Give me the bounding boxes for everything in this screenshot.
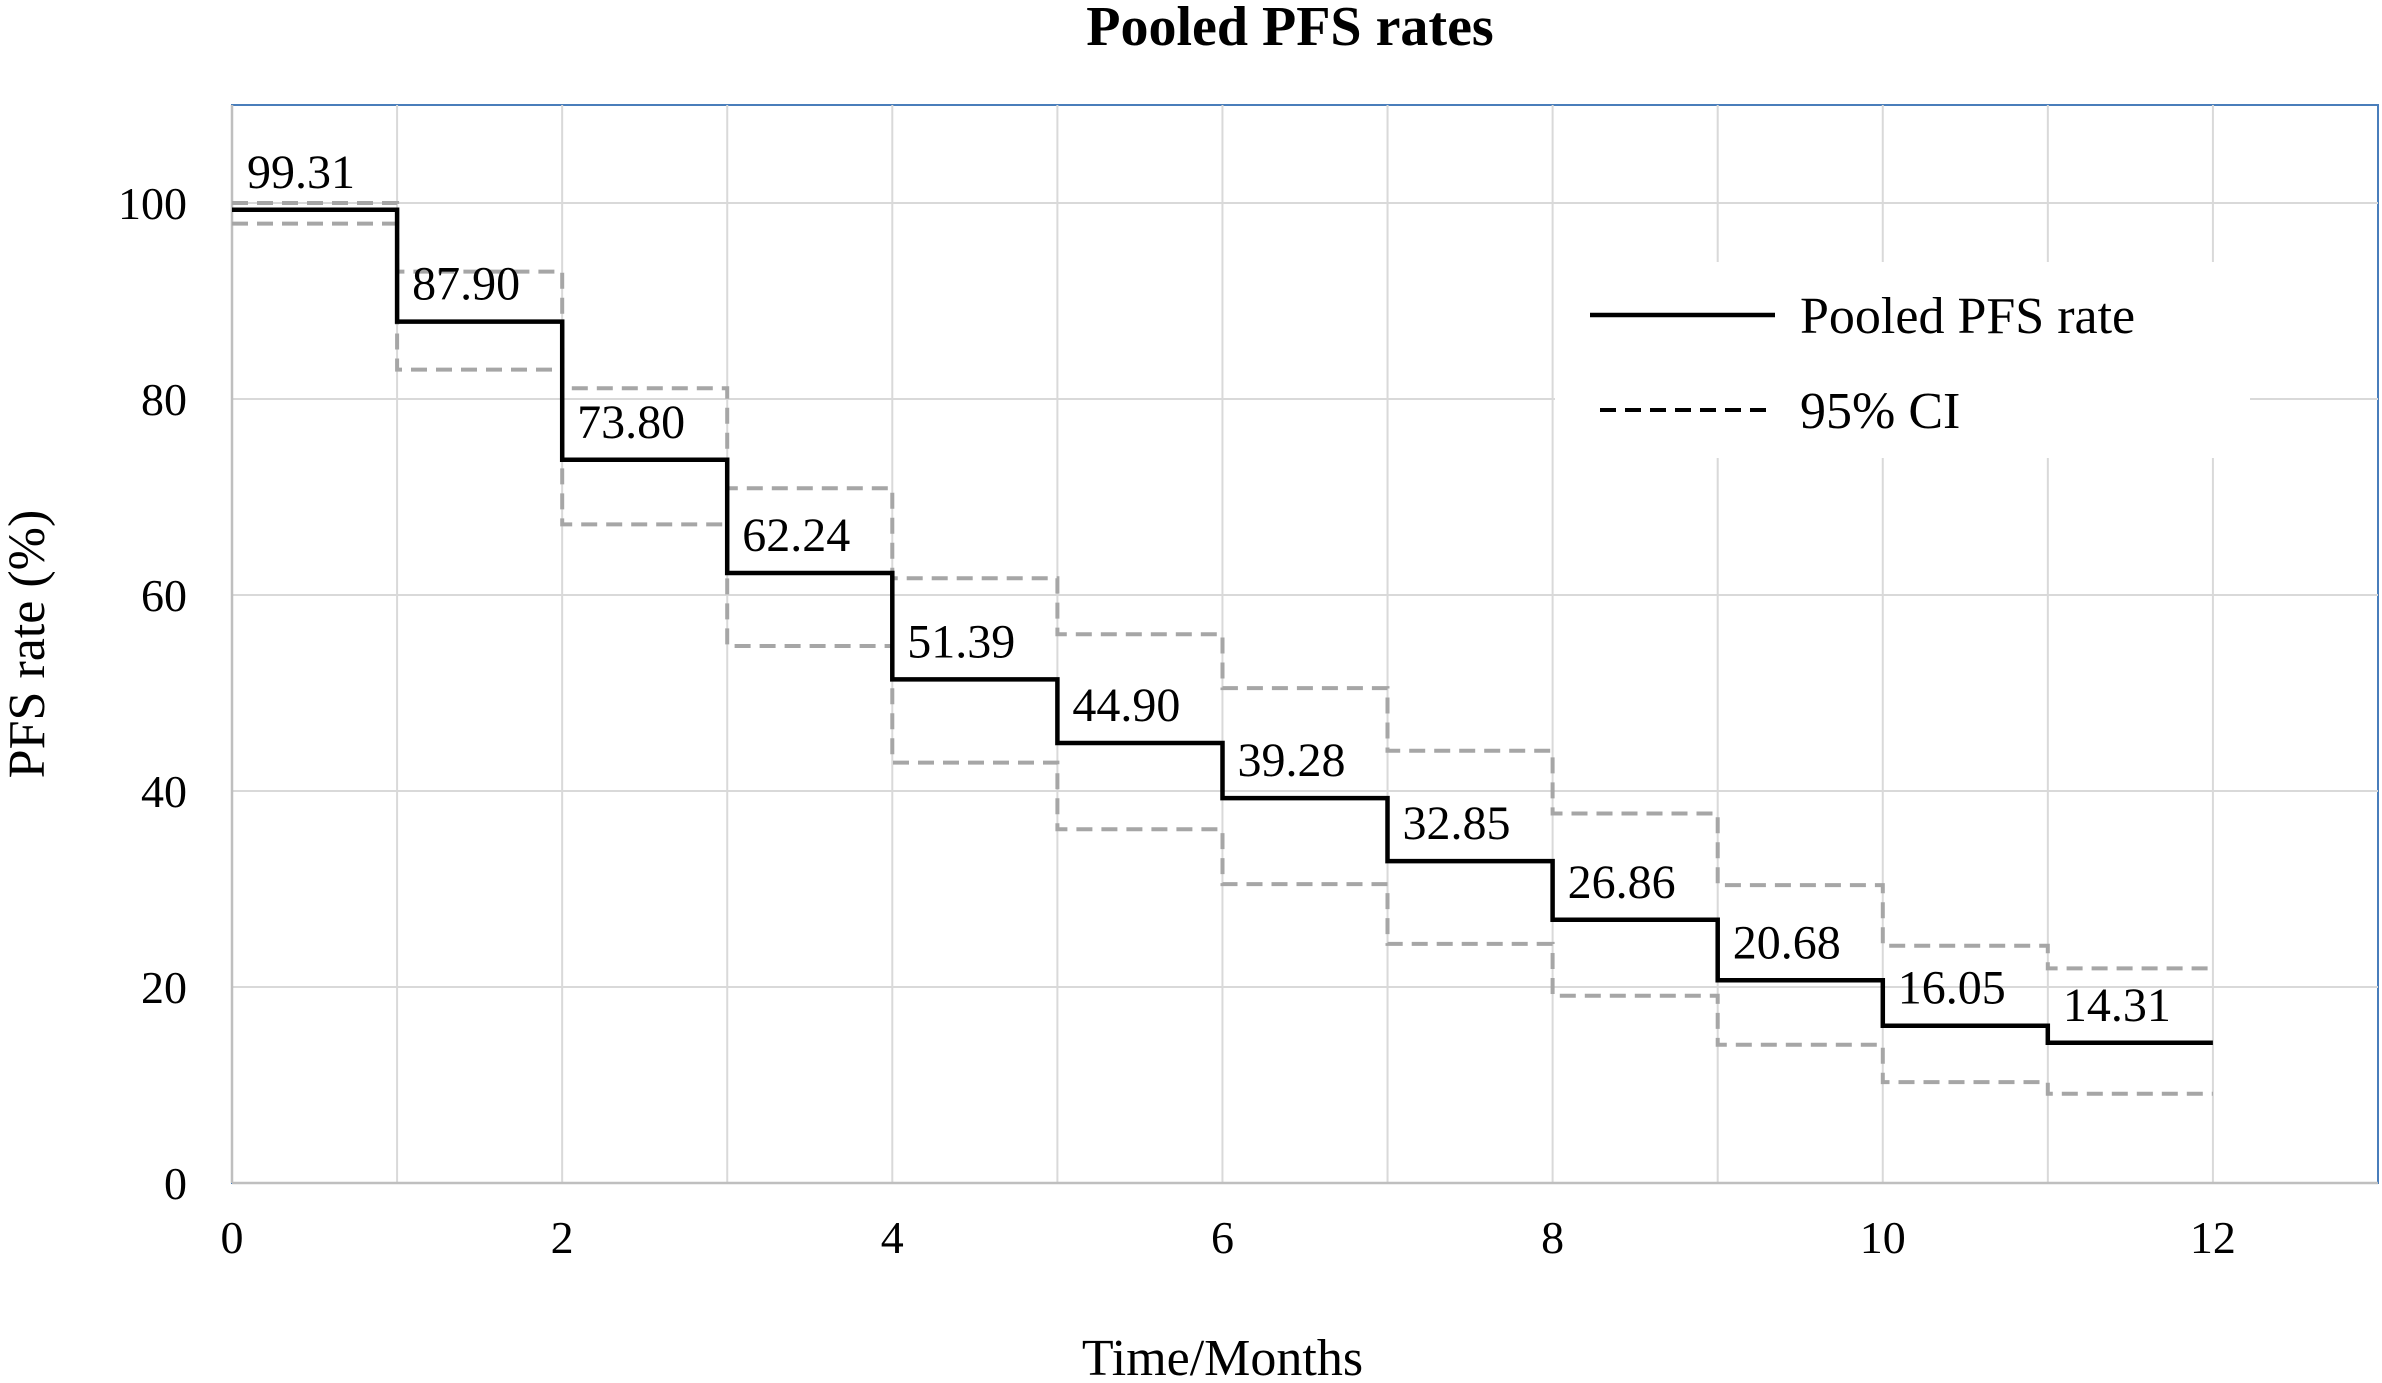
- data-label-2: 73.80: [577, 396, 685, 449]
- data-label-8: 26.86: [1568, 856, 1676, 909]
- pooled-series: [232, 207, 2213, 1046]
- data-labels: 99.31 87.90 73.80 62.24 51.39 44.90 39.28 32.85…: [247, 146, 2171, 1032]
- data-label-5: 44.90: [1072, 679, 1180, 732]
- legend-label-ci: 95% CI: [1800, 383, 1960, 440]
- data-label-11: 14.31: [2063, 979, 2171, 1032]
- x-tick-6: 6: [1211, 1212, 1234, 1263]
- x-tick-2: 2: [551, 1212, 574, 1263]
- tick-labels: 0 2 4 6 8 10 12 0 20 40 60 80 100: [118, 178, 2236, 1263]
- x-axis-label: Time/Months: [1082, 1330, 1363, 1383]
- y-tick-80: 80: [141, 374, 187, 425]
- legend-label-pooled: Pooled PFS rate: [1800, 288, 2135, 345]
- data-label-7: 32.85: [1403, 797, 1511, 850]
- data-label-0: 99.31: [247, 146, 355, 199]
- data-label-3: 62.24: [742, 509, 850, 562]
- data-label-1: 87.90: [412, 258, 520, 311]
- y-tick-100: 100: [118, 178, 187, 229]
- ci-series: [232, 201, 2213, 1096]
- axes: [230, 105, 2378, 1185]
- x-tick-0: 0: [221, 1212, 244, 1263]
- legend-background: [1555, 262, 2250, 458]
- x-tick-8: 8: [1541, 1212, 1564, 1263]
- y-axis-label: PFS rate (%): [0, 510, 56, 779]
- x-tick-12: 12: [2190, 1212, 2236, 1263]
- pooled-pfs-line: [232, 207, 2213, 1046]
- y-tick-20: 20: [141, 962, 187, 1013]
- chart-title: Pooled PFS rates: [1086, 0, 1493, 58]
- x-tick-10: 10: [1860, 1212, 1906, 1263]
- data-label-4: 51.39: [907, 615, 1015, 668]
- x-tick-4: 4: [881, 1212, 904, 1263]
- data-label-9: 20.68: [1733, 916, 1841, 969]
- y-tick-60: 60: [141, 570, 187, 621]
- y-tick-0: 0: [164, 1158, 187, 1209]
- legend: Pooled PFS rate 95% CI: [1555, 262, 2250, 458]
- y-tick-40: 40: [141, 766, 187, 817]
- data-label-10: 16.05: [1898, 962, 2006, 1015]
- data-label-6: 39.28: [1237, 734, 1345, 787]
- ci-lower-line: [232, 221, 2213, 1096]
